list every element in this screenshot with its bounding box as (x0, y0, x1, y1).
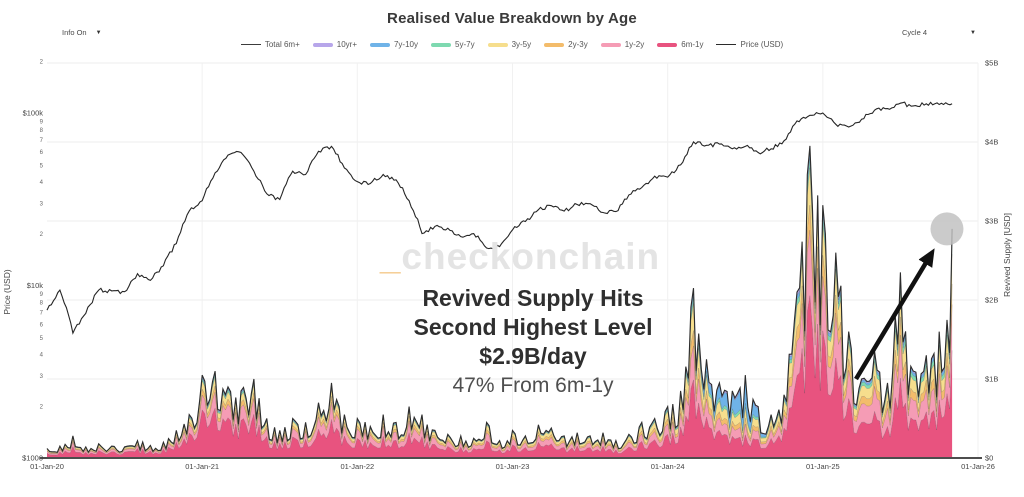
legend-label: 5y-7y (455, 40, 475, 49)
trend-arrow (854, 248, 935, 381)
legend-item-5y-7y[interactable]: 5y-7y (431, 40, 475, 49)
legend-item-10yr-[interactable]: 10yr+ (312, 40, 357, 49)
legend-swatch (240, 43, 261, 46)
legend-item-price-usd-[interactable]: Price (USD) (716, 40, 783, 49)
left-axis-tick: 4 (40, 180, 44, 186)
legend-item-total-6m-[interactable]: Total 6m+ (240, 40, 300, 49)
legend-label: 7y-10y (393, 40, 418, 49)
total-6m-line (46, 145, 953, 454)
left-axis-tick: $100k (23, 109, 44, 118)
legend-swatch (716, 43, 737, 46)
band-6m-1y (47, 295, 953, 458)
x-axis-tick: 01-Jan-21 (185, 462, 219, 471)
legend-label: 6m-1y (681, 40, 704, 49)
left-axis-tick: $10k (27, 281, 44, 290)
legend: Total 6m+ 10yr+ 7y-10y 5y-7y 3y-5y 2y-3y 1y-2y… (0, 40, 1024, 49)
left-axis-tick: $1000 (22, 454, 43, 463)
legend-swatch (544, 42, 565, 47)
x-axis-tick: 01-Jan-24 (651, 462, 685, 471)
left-axis-tick: 3 (40, 374, 44, 380)
legend-label: Price (USD) (740, 40, 784, 49)
x-axis-tick: 01-Jan-25 (806, 462, 840, 471)
axis-tick-labels: 2$100k98765432$10k98765432$1000$5B$4B$3B… (22, 59, 998, 472)
price-line (46, 101, 953, 335)
left-axis-title: Price (USD) (2, 269, 12, 315)
left-axis-tick: 9 (40, 292, 44, 298)
left-axis-tick: 2 (40, 60, 44, 66)
right-axis-tick: $0 (985, 454, 993, 463)
left-axis-tick: 6 (40, 150, 44, 156)
left-axis-tick: 5 (40, 336, 44, 342)
left-axis-tick: 3 (40, 202, 44, 208)
cycle-dropdown[interactable]: Cycle 4 ▼ (898, 26, 980, 39)
legend-item-3y-5y[interactable]: 3y-5y (487, 40, 532, 49)
info-dropdown-label: Info On (62, 28, 87, 37)
left-axis-tick: 5 (40, 163, 44, 169)
right-axis-tick: $4B (985, 138, 998, 147)
legend-swatch (369, 42, 390, 47)
legend-swatch (312, 42, 333, 47)
left-axis-tick: 7 (40, 311, 44, 317)
page-title: Realised Value Breakdown by Age (387, 10, 637, 27)
legend-swatch (657, 42, 678, 47)
legend-swatch (487, 42, 508, 47)
left-axis-tick: 2 (40, 405, 44, 411)
x-axis-tick: 01-Jan-20 (30, 462, 64, 471)
left-axis-tick: 7 (40, 138, 44, 144)
legend-item-6m-1y[interactable]: 6m-1y (657, 40, 703, 49)
right-axis-tick: $1B (985, 375, 998, 384)
legend-label: 1y-2y (624, 40, 645, 49)
legend-item-2y-3y[interactable]: 2y-3y (544, 40, 588, 49)
right-axis-tick: $3B (985, 217, 998, 226)
chevron-down-icon: ▼ (95, 29, 102, 36)
legend-item-1y-2y[interactable]: 1y-2y (600, 40, 645, 49)
right-axis-title: Revived Supply [USD] (1002, 213, 1012, 297)
right-axis-tick: $5B (985, 59, 998, 68)
legend-label: 3y-5y (511, 40, 532, 49)
left-axis-tick: 9 (40, 119, 44, 125)
cycle-dropdown-label: Cycle 4 (902, 28, 928, 37)
info-dropdown[interactable]: Info On ▼ (58, 26, 106, 39)
chevron-down-icon: ▼ (970, 29, 976, 36)
left-axis-tick: 8 (40, 128, 44, 134)
legend-swatch (431, 42, 451, 47)
x-axis-tick: 01-Jan-22 (340, 462, 374, 471)
left-axis-tick: 4 (40, 353, 44, 359)
x-axis-tick: 01-Jan-23 (496, 462, 530, 471)
legend-label: 10yr+ (336, 40, 357, 49)
left-axis-tick: 8 (40, 301, 44, 307)
x-axis-tick: 01-Jan-26 (961, 462, 995, 471)
right-axis-tick: $2B (985, 296, 998, 305)
legend-label: 2y-3y (568, 40, 588, 49)
legend-item-7y-10y[interactable]: 7y-10y (369, 40, 418, 49)
stacked-areas (46, 145, 953, 458)
left-axis-tick: 2 (40, 232, 44, 238)
legend-label: Total 6m+ (264, 40, 300, 49)
highlight-circle (930, 212, 964, 246)
left-axis-tick: 6 (40, 322, 44, 328)
legend-swatch (600, 42, 621, 47)
